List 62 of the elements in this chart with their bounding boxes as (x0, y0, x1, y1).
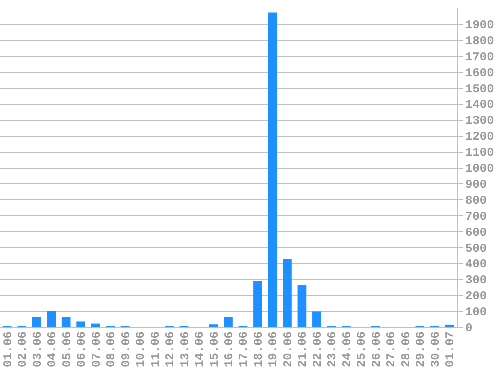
bar (298, 285, 307, 327)
x-tick-label: 11.06 (148, 332, 163, 368)
x-tick-label: 13.06 (178, 332, 192, 368)
bar (32, 317, 42, 327)
y-tick-label: 1500 (466, 82, 494, 96)
y-tick-label: 1000 (466, 162, 494, 176)
x-tick-label: 21.06 (296, 332, 310, 368)
x-tick-label: 30.06 (428, 332, 443, 368)
y-tick-label: 1200 (466, 130, 494, 144)
x-tick-label: 29.06 (414, 332, 428, 368)
y-tick-label: 600 (466, 226, 488, 240)
y-tick-label: 200 (466, 290, 488, 304)
x-tick-label: 26.06 (370, 332, 384, 368)
y-tick-label: 1600 (466, 66, 494, 80)
x-tick-label: 19.06 (266, 332, 281, 368)
y-tick-label: 1800 (466, 34, 494, 48)
x-tick-label: 07.06 (90, 332, 104, 368)
x-tick-label: 23.06 (326, 332, 340, 368)
bar (268, 12, 278, 327)
x-tick-label: 08.06 (104, 332, 119, 368)
bar (76, 322, 86, 327)
x-tick-label: 16.06 (222, 332, 236, 368)
bar (91, 324, 100, 327)
x-tick-label: 25.06 (355, 332, 370, 368)
x-tick-label: 15.06 (208, 332, 222, 368)
x-tick-label: 01.06 (1, 332, 16, 368)
x-tick-label: 28.06 (399, 332, 414, 368)
bar (312, 312, 322, 327)
x-tick-label: 04.06 (46, 332, 60, 368)
x-tick-label: 14.06 (193, 332, 208, 368)
x-tick-label: 03.06 (30, 332, 45, 368)
y-tick-label: 1100 (466, 146, 494, 160)
y-tick-label: 300 (466, 274, 488, 288)
x-tick-label: 20.06 (281, 332, 296, 368)
y-tick-label: 1300 (466, 114, 494, 128)
bar (254, 281, 262, 327)
bar (47, 311, 56, 327)
y-tick-label: 900 (466, 178, 488, 192)
y-tick-label: 0 (466, 322, 473, 336)
y-tick-label: 1700 (466, 50, 494, 64)
x-tick-label: 22.06 (310, 332, 325, 368)
y-tick-label: 800 (466, 194, 488, 208)
y-tick-label: 400 (466, 258, 488, 272)
y-tick-label: 100 (466, 306, 488, 320)
y-tick-label: 1900 (466, 18, 494, 32)
x-tick-label: 06.06 (75, 332, 90, 368)
bar (62, 317, 71, 327)
y-tick-label: 700 (466, 210, 488, 224)
x-tick-label: 09.06 (119, 332, 134, 368)
x-tick-label: 18.06 (252, 332, 266, 368)
x-tick-label: 17.06 (237, 332, 252, 368)
x-tick-label: 12.06 (164, 332, 178, 368)
x-tick-label: 01.07 (444, 332, 458, 368)
y-tick-label: 1400 (466, 98, 494, 112)
bar (283, 259, 292, 327)
bar (224, 317, 233, 327)
x-tick-label: 24.06 (340, 332, 354, 368)
y-tick-label: 500 (466, 242, 488, 256)
x-tick-label: 10.06 (134, 332, 148, 368)
x-tick-label: 05.06 (60, 332, 74, 368)
x-tick-label: 02.06 (16, 332, 30, 368)
x-tick-label: 27.06 (384, 332, 399, 368)
